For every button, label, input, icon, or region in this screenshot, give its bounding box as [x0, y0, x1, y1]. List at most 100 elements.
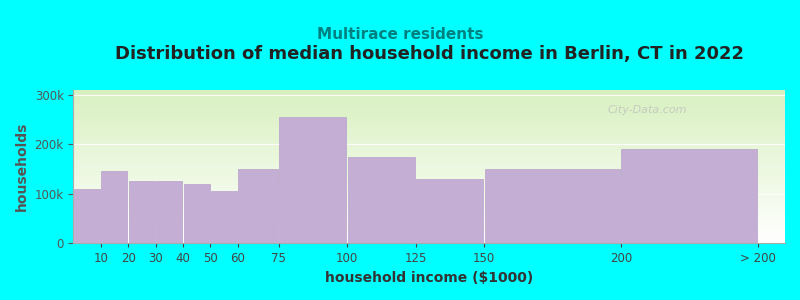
Bar	[74, 222, 785, 224]
Bar	[74, 119, 785, 120]
Bar	[74, 108, 785, 110]
Bar	[74, 167, 785, 168]
Bar	[74, 193, 785, 194]
Bar	[74, 216, 785, 217]
Bar	[74, 240, 785, 242]
Bar	[74, 159, 785, 160]
Bar	[74, 174, 785, 176]
Bar	[74, 94, 785, 96]
Bar	[348, 157, 415, 243]
Bar	[74, 179, 785, 180]
Bar	[622, 149, 757, 243]
Bar	[74, 142, 785, 143]
Bar	[74, 172, 785, 174]
Bar	[74, 130, 785, 131]
Bar	[129, 182, 155, 243]
Bar	[74, 234, 785, 236]
Bar	[74, 125, 785, 127]
Bar	[74, 183, 785, 185]
Bar	[74, 123, 785, 125]
Bar	[74, 188, 785, 190]
Bar	[74, 145, 785, 146]
Bar	[74, 139, 785, 140]
Bar	[74, 211, 785, 213]
Bar	[74, 210, 785, 211]
Bar	[74, 93, 785, 94]
Bar	[74, 136, 785, 137]
Bar	[74, 102, 785, 104]
Bar	[74, 194, 785, 196]
Bar	[74, 228, 785, 230]
Bar	[74, 177, 785, 179]
Bar	[74, 106, 785, 108]
Title: Distribution of median household income in Berlin, CT in 2022: Distribution of median household income …	[114, 45, 744, 63]
Bar	[74, 214, 785, 216]
Bar	[183, 184, 210, 243]
Bar	[74, 133, 785, 134]
Bar	[74, 232, 785, 234]
Bar	[74, 90, 785, 91]
Bar	[74, 146, 785, 148]
Bar	[74, 226, 785, 228]
Bar	[74, 151, 785, 153]
Bar	[74, 120, 785, 122]
Bar	[74, 197, 785, 199]
Bar	[74, 127, 785, 128]
Bar	[74, 237, 785, 239]
Bar	[74, 225, 785, 226]
Bar	[238, 169, 278, 243]
Bar	[74, 156, 785, 157]
Bar	[74, 164, 785, 165]
Bar	[74, 206, 785, 208]
Bar	[74, 219, 785, 220]
Bar	[74, 153, 785, 154]
Bar	[74, 154, 785, 156]
Bar	[74, 208, 785, 210]
Bar	[74, 100, 785, 102]
Text: Multirace residents: Multirace residents	[317, 27, 483, 42]
Bar	[74, 213, 785, 214]
Bar	[74, 128, 785, 130]
Bar	[74, 140, 785, 142]
Bar	[279, 117, 346, 243]
Bar	[74, 131, 785, 133]
Bar	[74, 202, 785, 203]
Bar	[74, 157, 785, 159]
Bar	[74, 171, 785, 172]
Bar	[74, 97, 785, 99]
Bar	[74, 103, 785, 105]
Bar	[74, 217, 785, 219]
Bar	[74, 187, 785, 188]
Bar	[74, 117, 785, 119]
Bar	[74, 185, 785, 187]
Bar	[74, 220, 785, 222]
Bar	[74, 96, 785, 97]
Bar	[74, 99, 785, 100]
Bar	[74, 143, 785, 145]
X-axis label: household income ($1000): household income ($1000)	[325, 271, 534, 285]
Bar	[74, 150, 785, 151]
Bar	[74, 231, 785, 232]
Bar	[74, 189, 100, 243]
Bar	[74, 230, 785, 231]
Bar	[74, 114, 785, 116]
Bar	[74, 191, 785, 193]
Bar	[74, 169, 785, 171]
Bar	[74, 239, 785, 240]
Bar	[74, 111, 785, 112]
Bar	[74, 190, 785, 191]
Bar	[74, 200, 785, 202]
Bar	[74, 205, 785, 206]
Bar	[74, 199, 785, 200]
Bar	[156, 182, 182, 243]
Bar	[74, 196, 785, 197]
Bar	[74, 105, 785, 106]
Bar	[74, 180, 785, 182]
Bar	[102, 171, 127, 243]
Bar	[74, 242, 785, 243]
Bar	[74, 236, 785, 237]
Bar	[74, 182, 785, 183]
Bar	[74, 91, 785, 93]
Bar	[74, 203, 785, 205]
Bar	[74, 134, 785, 136]
